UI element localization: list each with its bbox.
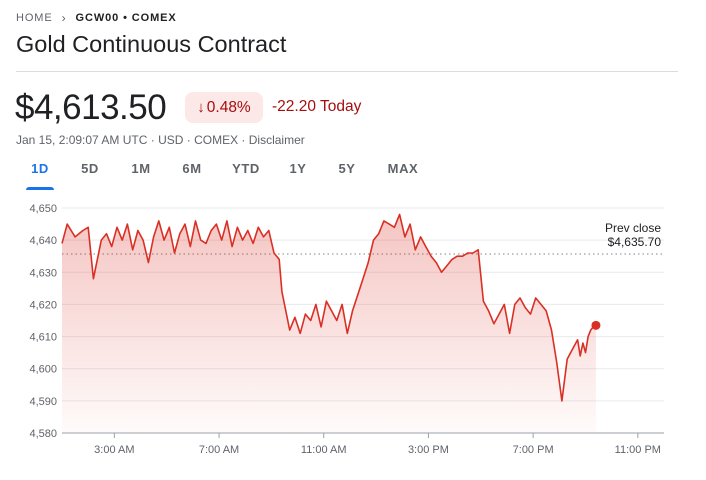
price-chart[interactable]: 4,650 4,640 4,630 4,620 4,610 4,600 4,590 4,580…: [0, 190, 706, 480]
x-tick-label: 11:00 AM: [301, 444, 347, 456]
tab-1d[interactable]: 1D: [16, 158, 64, 190]
breadcrumb: HOME › GCW00 • COMEX: [16, 11, 177, 25]
y-tick-label: 4,640: [29, 235, 57, 247]
tab-1y[interactable]: 1Y: [289, 161, 307, 176]
x-tick-label: 3:00 AM: [94, 444, 134, 456]
tab-5y[interactable]: 5Y: [338, 161, 356, 176]
change-today: -22.20 Today: [272, 98, 362, 115]
prev-close-label: Prev close: [605, 221, 661, 235]
y-tick-label: 4,590: [29, 396, 57, 408]
chevron-right-icon: ›: [61, 11, 67, 25]
y-tick-label: 4,600: [29, 364, 57, 376]
price-line: [61, 213, 597, 402]
range-tabs: 1D 5D 1M 6M YTD 1Y 5Y MAX: [16, 158, 434, 190]
y-tick-label: 4,580: [29, 428, 57, 440]
x-tick-label: 11:00 PM: [615, 444, 661, 456]
arrow-down-icon: ↓: [197, 99, 205, 116]
y-tick-label: 4,620: [29, 299, 57, 311]
y-tick-label: 4,630: [29, 267, 57, 279]
change-percent: 0.48%: [206, 98, 251, 116]
x-tick-label: 7:00 AM: [199, 444, 239, 456]
tab-1m[interactable]: 1M: [131, 161, 151, 176]
last-price-dot: [591, 320, 601, 330]
header-divider: [16, 71, 678, 72]
quote-meta: Jan 15, 2:09:07 AM UTC · USD · COMEX · D…: [16, 133, 305, 147]
tab-6m[interactable]: 6M: [182, 161, 202, 176]
tab-ytd[interactable]: YTD: [232, 161, 260, 176]
breadcrumb-home-link[interactable]: HOME: [16, 12, 53, 24]
tab-max[interactable]: MAX: [387, 161, 419, 176]
y-tick-label: 4,610: [29, 332, 57, 344]
y-tick-label: 4,650: [29, 203, 57, 215]
breadcrumb-current: GCW00 • COMEX: [75, 12, 177, 24]
page-title: Gold Continuous Contract: [16, 31, 287, 57]
x-tick-label: 3:00 PM: [408, 444, 449, 456]
change-percent-badge: ↓ 0.48%: [185, 92, 263, 123]
prev-close-value: $4,635.70: [608, 235, 662, 249]
x-tick-label: 7:00 PM: [513, 444, 554, 456]
price-area: [62, 214, 596, 433]
tab-5d[interactable]: 5D: [81, 161, 99, 176]
current-price: $4,613.50: [15, 88, 167, 127]
